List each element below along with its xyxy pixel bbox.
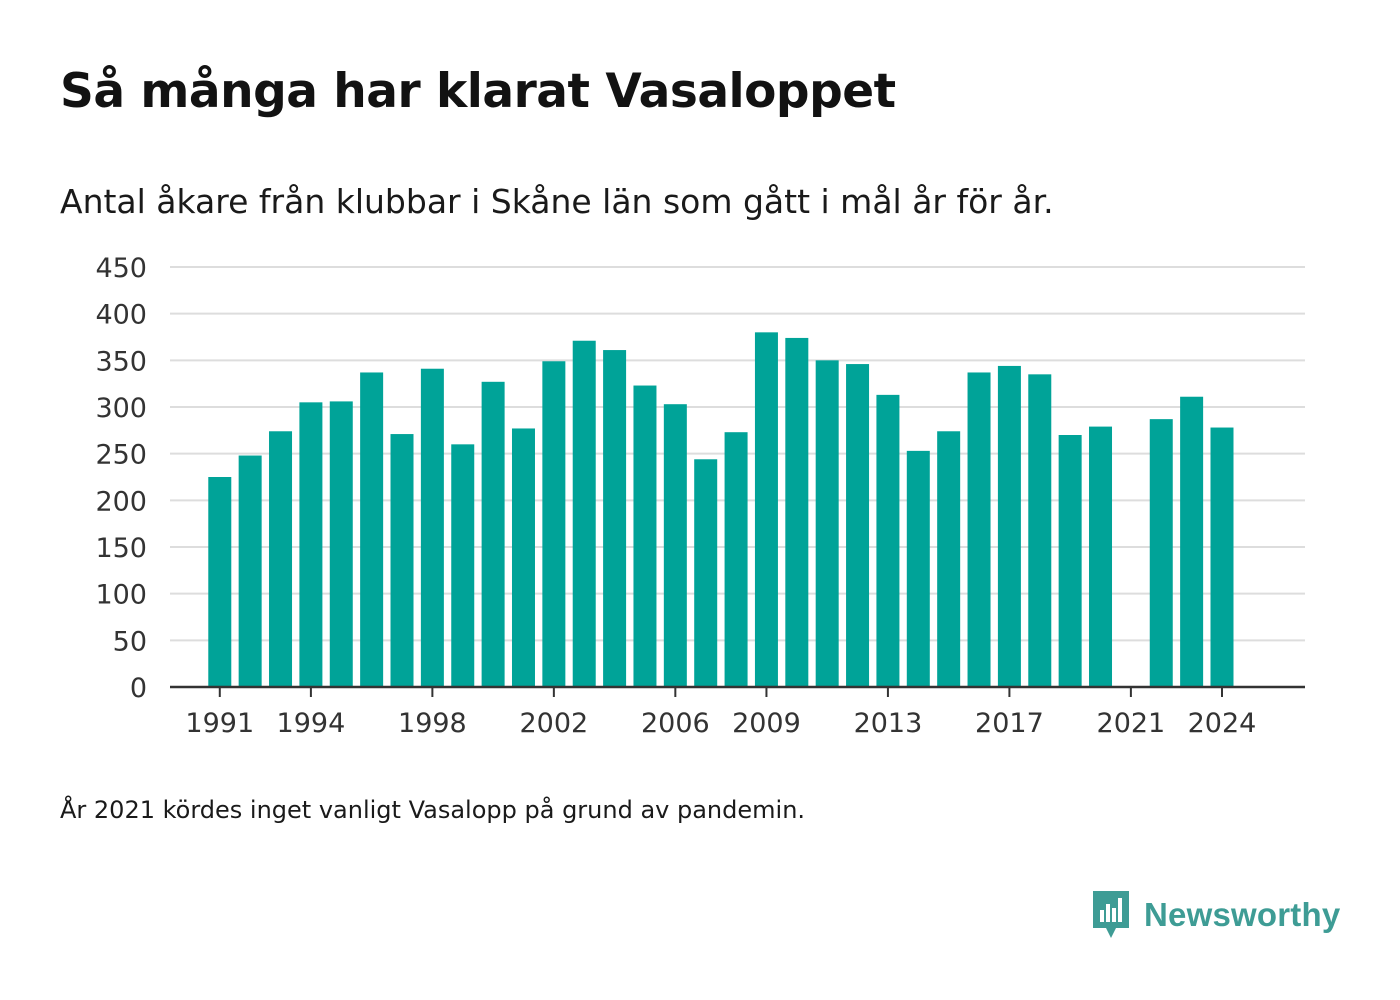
footnote: År 2021 kördes inget vanligt Vasalopp på…	[60, 796, 806, 824]
y-tick-label: 150	[95, 533, 147, 564]
y-tick-label: 350	[95, 346, 147, 377]
brand-name: Newsworthy	[1144, 896, 1341, 933]
bar	[572, 340, 596, 687]
bar	[724, 432, 748, 687]
bar	[390, 434, 414, 687]
bar	[937, 431, 961, 687]
bar	[360, 372, 384, 687]
y-tick-label: 50	[113, 626, 147, 657]
y-tick-label: 400	[95, 300, 147, 331]
bar	[633, 385, 657, 687]
x-tick-label: 2006	[641, 708, 710, 739]
bar	[1089, 426, 1113, 687]
y-tick-label: 300	[95, 393, 147, 424]
y-tick-label: 0	[130, 673, 147, 704]
newsworthy-logo-icon	[1093, 891, 1129, 938]
chart-subtitle: Antal åkare från klubbar i Skåne län som…	[60, 182, 1054, 221]
bar	[542, 361, 566, 687]
x-tick-label: 2009	[732, 708, 801, 739]
x-tick-label: 1991	[185, 708, 254, 739]
bar	[511, 428, 535, 687]
bar	[1058, 435, 1082, 687]
x-tick-label: 2013	[854, 708, 923, 739]
x-tick-label: 1994	[277, 708, 346, 739]
y-tick-label: 250	[95, 440, 147, 471]
bar	[1180, 396, 1204, 687]
brand-logo: Newsworthy	[1090, 888, 1340, 942]
bar	[1210, 427, 1234, 687]
bar	[815, 360, 839, 687]
y-tick-label: 200	[95, 486, 147, 517]
bar	[785, 337, 809, 687]
bar	[420, 368, 444, 687]
bar	[997, 365, 1021, 687]
bar	[906, 450, 930, 687]
bar	[269, 431, 293, 687]
bar-chart: 0 50 100 150 200 250 300 350 400 450 1991 1994 1998 2…	[95, 253, 1305, 739]
bar	[876, 394, 900, 687]
y-tick-label: 450	[95, 253, 147, 284]
bar	[754, 332, 778, 687]
bar	[1028, 374, 1052, 687]
x-tick-label: 2017	[975, 708, 1044, 739]
bar	[694, 459, 718, 687]
x-tick-label: 2021	[1097, 708, 1166, 739]
bar	[208, 477, 232, 687]
bar	[663, 404, 687, 687]
y-tick-label: 100	[95, 580, 147, 611]
bar	[481, 381, 505, 687]
bar	[451, 444, 475, 687]
chart-title: Så många har klarat Vasaloppet	[60, 64, 896, 119]
bar	[603, 350, 627, 687]
bar	[846, 364, 870, 687]
x-tick-label: 2024	[1188, 708, 1257, 739]
x-tick-label: 1998	[398, 708, 467, 739]
bar	[329, 401, 353, 687]
bar	[1149, 419, 1173, 687]
bar	[967, 372, 991, 687]
bar	[299, 402, 323, 687]
bar	[238, 455, 262, 687]
x-tick-label: 2002	[519, 708, 588, 739]
